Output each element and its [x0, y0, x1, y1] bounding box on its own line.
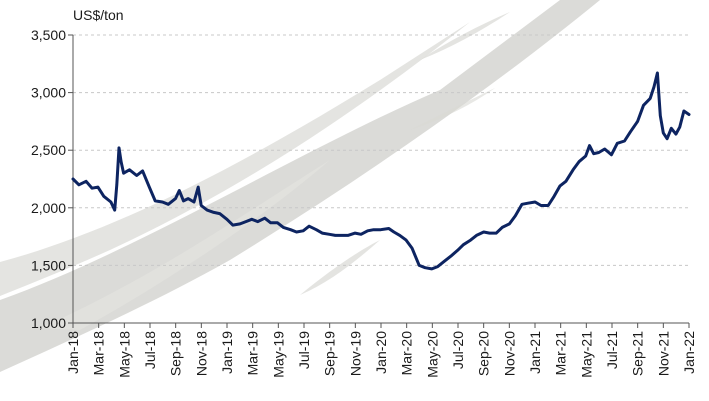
gridlines — [73, 34, 689, 266]
y-tick-label: 1,000 — [31, 315, 66, 331]
x-tick-label: Jul-20 — [450, 331, 466, 369]
y-tick-label: 2,000 — [31, 200, 66, 216]
x-tick-label: Jan-19 — [219, 331, 235, 374]
x-tick-label: Nov-18 — [193, 331, 209, 376]
x-tick-label: May-20 — [424, 331, 440, 378]
x-tick-label: Sep-20 — [476, 331, 492, 376]
axes — [68, 34, 690, 328]
x-tick-label: Sep-18 — [168, 331, 184, 376]
x-tick-label: Nov-20 — [501, 331, 517, 376]
y-tick-label: 3,000 — [31, 85, 66, 101]
x-tick-label: Jan-18 — [65, 331, 81, 374]
x-tick-label: Jul-19 — [296, 331, 312, 369]
x-tick-label: May-18 — [116, 331, 132, 378]
x-tick-label: Mar-21 — [553, 331, 569, 376]
x-axis-tick-labels: Jan-18 Mar-18 May-18 Jul-18 Sep-18 Nov-18 Jan-… — [65, 331, 697, 378]
x-tick-label: Jul-18 — [142, 331, 158, 369]
x-tick-label: Jan-21 — [527, 331, 543, 374]
y-tick-label: 2,500 — [31, 142, 66, 158]
x-tick-label: May-19 — [270, 331, 286, 378]
x-tick-label: May-21 — [578, 331, 594, 378]
y-axis-tick-labels: 1,000 1,500 2,000 2,500 3,000 3,500 — [31, 27, 66, 331]
y-tick-label: 3,500 — [31, 27, 66, 43]
background-swoosh-graphic — [0, 0, 600, 372]
x-tick-label: Sep-21 — [630, 331, 646, 376]
x-tick-label: Jul-21 — [604, 331, 620, 369]
x-tick-label: Nov-19 — [347, 331, 363, 376]
x-tick-label: Mar-18 — [91, 331, 107, 376]
unit-label: US$/ton — [73, 7, 124, 23]
x-tick-label: Mar-19 — [245, 331, 261, 376]
series-line — [71, 71, 691, 271]
x-tick-label: Jan-22 — [681, 331, 697, 374]
y-tick-label: 1,500 — [31, 257, 66, 273]
x-tick-label: Jan-20 — [373, 331, 389, 374]
x-tick-label: Sep-19 — [322, 331, 338, 376]
x-tick-label: Nov-21 — [655, 331, 671, 376]
x-tick-label: Mar-20 — [399, 331, 415, 376]
